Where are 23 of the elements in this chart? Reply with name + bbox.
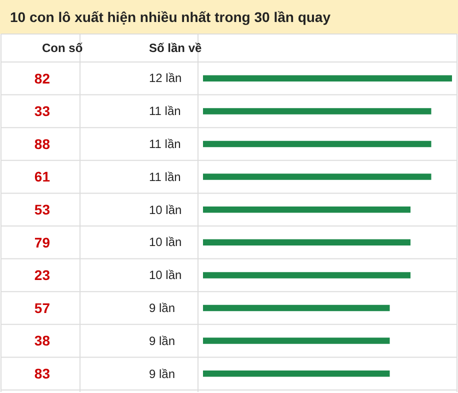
data-label: 11 lần [149, 104, 181, 118]
data-label: 9 lần [149, 301, 176, 315]
data-label: 12 lần [149, 71, 182, 85]
y-tick-label: 83 [34, 366, 50, 382]
data-label: 11 lần [149, 137, 181, 151]
text: Số lần về [149, 41, 202, 55]
data-label: 11 lần [149, 170, 181, 184]
y-tick-label: 82 [34, 70, 50, 86]
y-tick-label: 53 [34, 202, 50, 218]
data-label: 10 lần [149, 203, 182, 217]
y-tick-label: 61 [34, 168, 50, 185]
y-tick-label: 33 [34, 103, 50, 120]
y-tick-label: 79 [34, 234, 50, 250]
y-tick-label: 88 [34, 136, 50, 152]
y-tick-label: 23 [34, 267, 50, 284]
text: Con số [42, 41, 83, 55]
y-tick-label: 38 [34, 332, 50, 349]
data-label: 10 lần [149, 268, 182, 282]
chart-title: 10 con lô xuất hiện nhiều nhất trong 30 lần quay [10, 9, 331, 25]
data-label: 10 lần [149, 235, 182, 249]
data-label: 9 lần [149, 334, 176, 348]
y-tick-label: 57 [34, 300, 50, 316]
data-label: 9 lần [149, 367, 176, 381]
